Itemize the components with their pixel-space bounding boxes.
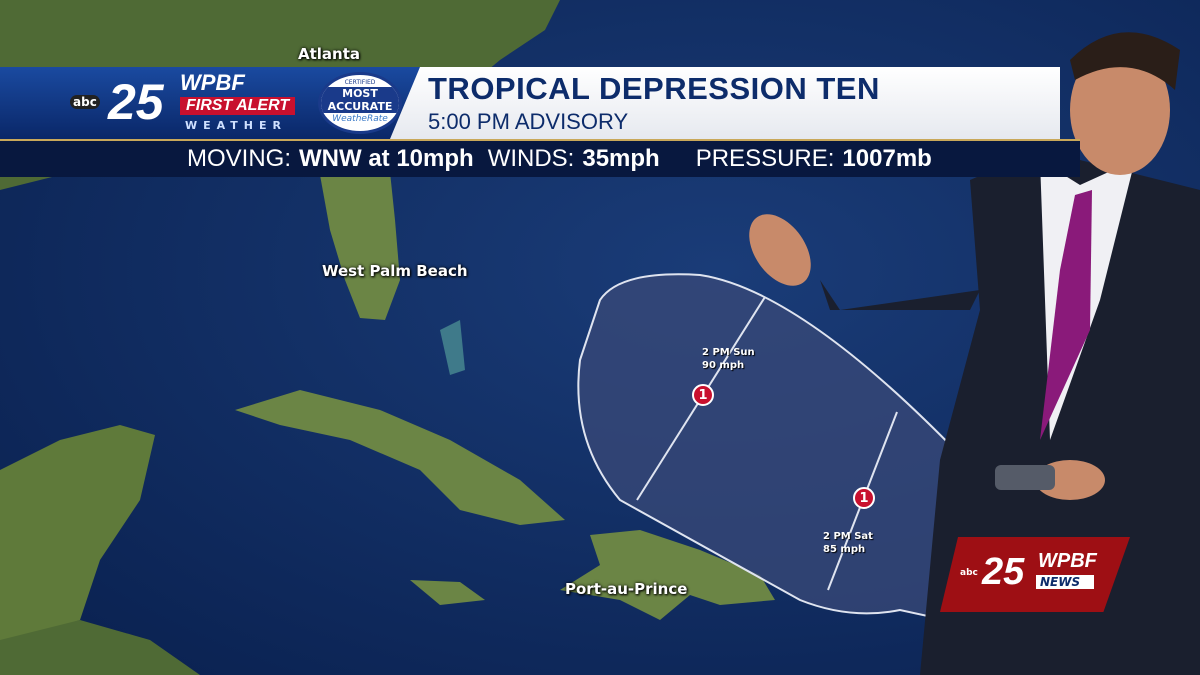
central-america: [0, 620, 200, 675]
forecast-time: 2 PM Sun: [702, 347, 755, 358]
weather-label: WEATHER: [185, 119, 288, 132]
abc-logo: abc: [960, 568, 978, 578]
yucatan: [0, 425, 155, 640]
badge-most: MOST: [321, 87, 399, 100]
hurricane-category-marker: 1: [692, 384, 714, 406]
winds-label: WINDS:: [487, 145, 575, 172]
jamaica: [410, 580, 485, 605]
cuba: [235, 390, 565, 525]
forecast-wind: 90 mph: [702, 360, 745, 371]
title-box: [390, 67, 1060, 139]
news-label: NEWS: [1036, 575, 1095, 589]
wpbf-news-logo: abc 25 WPBF NEWS: [940, 537, 1130, 612]
bahamas: [440, 320, 465, 375]
forecast-wind: 85 mph: [823, 544, 866, 555]
storm-stats-bar: MOVING: WNW at 10mph WINDS: 35mph PRESSU…: [0, 139, 1080, 177]
badge-certified: CERTIFIED: [344, 79, 376, 86]
badge-accurate: ACCURATE: [321, 100, 399, 113]
moving-label: MOVING:: [187, 145, 292, 172]
channel-number: 25: [982, 551, 1025, 593]
forecast-label-sun: 2 PM Sun 90 mph: [702, 346, 755, 372]
most-accurate-badge: CERTIFIED MOST ACCURATE WeatheRate: [318, 72, 402, 134]
forecast-time: 2 PM Sat: [823, 531, 873, 542]
channel-number: 25: [108, 74, 164, 130]
city-label-atlanta: Atlanta: [298, 45, 361, 63]
headline-subtitle: 5:00 PM ADVISORY: [428, 109, 629, 134]
station-callsign: WPBF: [1038, 550, 1097, 572]
city-label-port-au-prince: Port-au-Prince: [565, 580, 688, 598]
hispaniola: [560, 530, 775, 620]
hurricane-category-marker: 1: [853, 487, 875, 509]
winds-value: 35mph: [582, 145, 660, 172]
city-label-west-palm-beach: West Palm Beach: [322, 262, 468, 280]
lower-third-banner: abc 25 WPBF FIRST ALERT WEATHER CERTIFIE…: [0, 67, 1200, 139]
badge-weatherate: WeatheRate: [332, 114, 388, 124]
forecast-label-sat: 2 PM Sat 85 mph: [823, 530, 873, 556]
pressure-label: PRESSURE:: [695, 145, 835, 172]
station-weather-logo: abc 25 WPBF FIRST ALERT WEATHER CERTIFIE…: [0, 67, 420, 139]
pressure-value: 1007mb: [842, 145, 932, 172]
headline-title: TROPICAL DEPRESSION TEN: [428, 71, 880, 106]
moving-value: WNW at 10mph: [299, 145, 474, 172]
station-callsign: WPBF: [180, 70, 245, 95]
florida: [320, 172, 400, 320]
first-alert-label: FIRST ALERT: [180, 97, 296, 115]
abc-logo: abc: [70, 95, 100, 109]
